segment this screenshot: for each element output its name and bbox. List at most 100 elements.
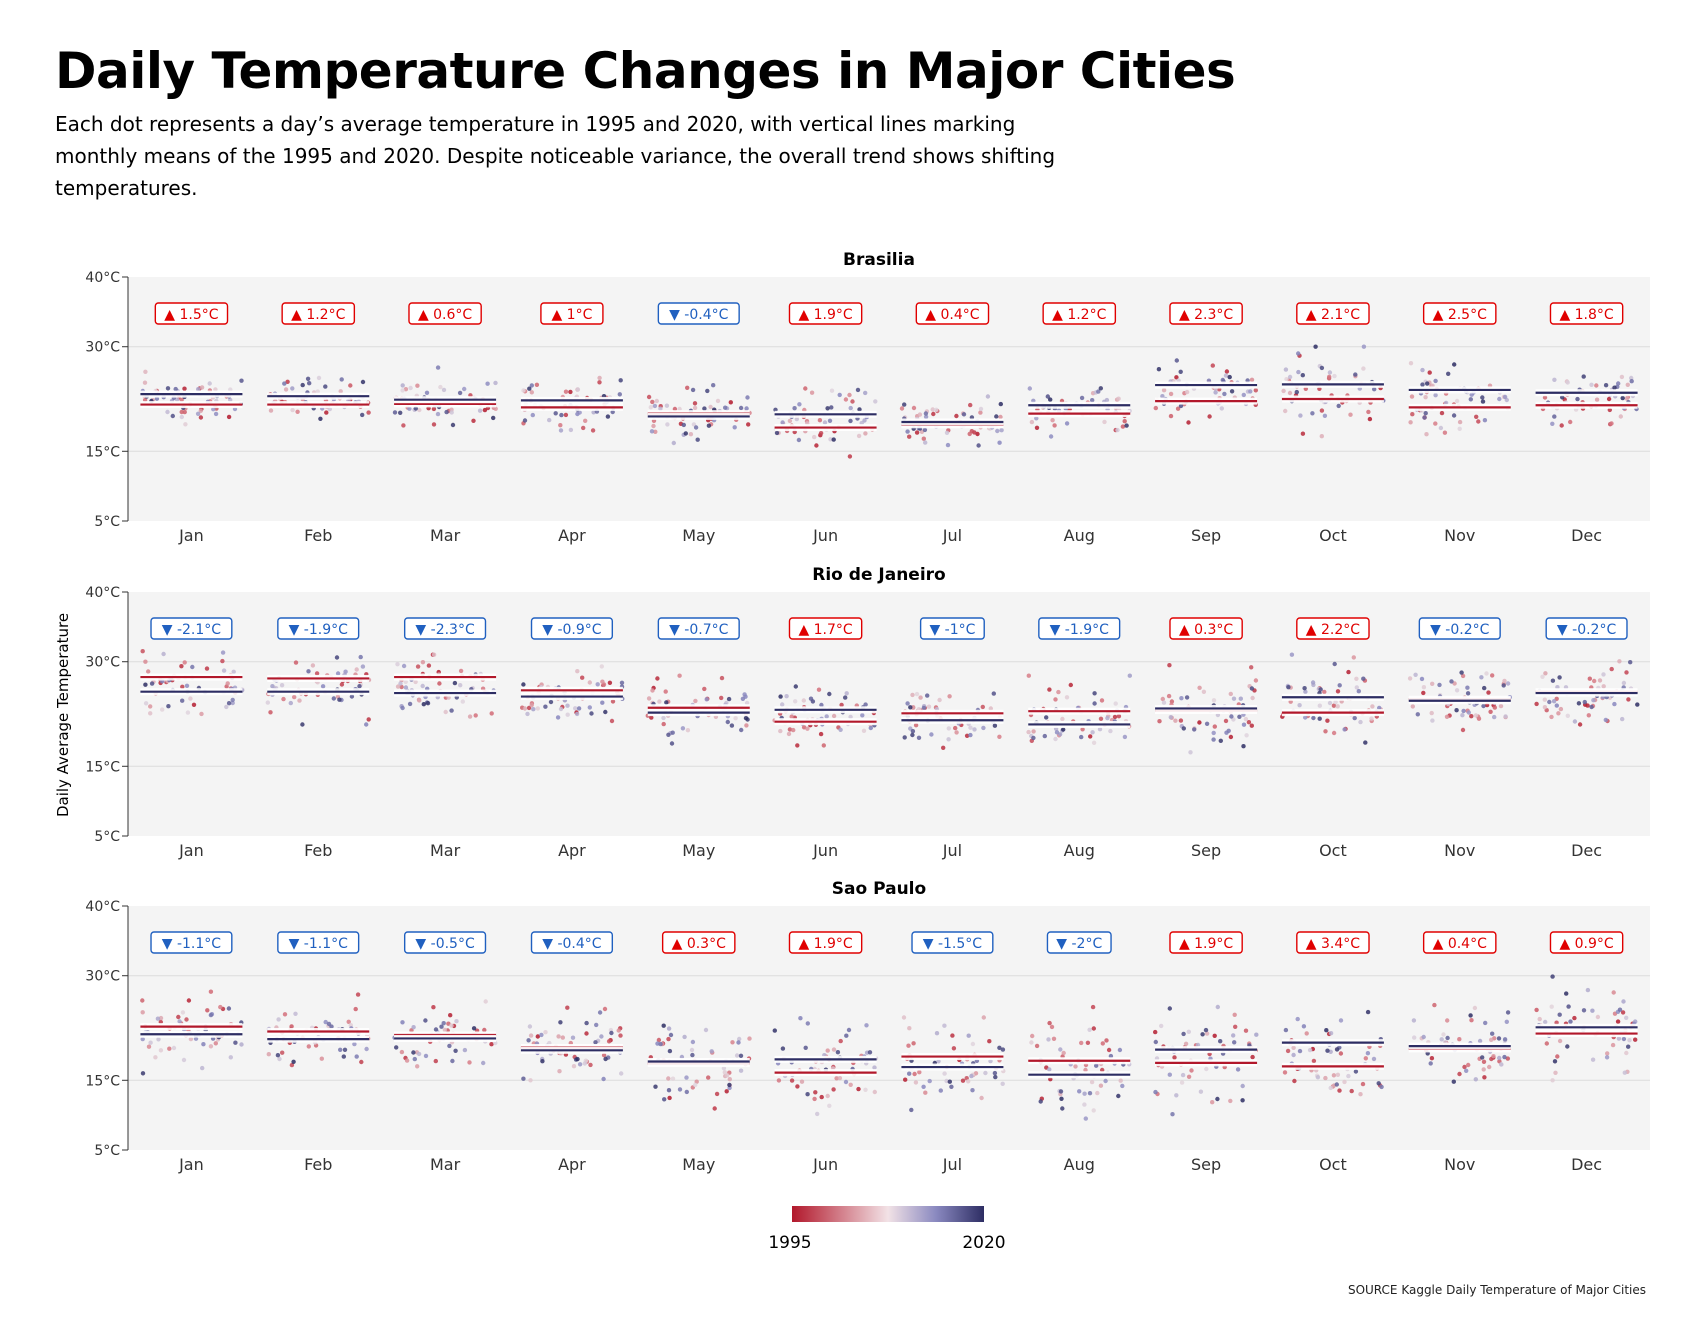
data-point: [403, 679, 408, 684]
x-tick-label: Feb: [304, 1155, 332, 1174]
data-point: [268, 710, 273, 715]
data-point: [1092, 701, 1097, 706]
x-tick-label: Jan: [178, 526, 204, 545]
panels: Brasilia 5°C 15°C 30°C 40°C ▲ 1.5°C Jan ▲ 1.2°C…: [85, 250, 1650, 1174]
data-point: [1582, 699, 1588, 705]
change-label: ▲ 2.5°C: [1433, 307, 1487, 323]
x-tick-label: Oct: [1319, 526, 1347, 545]
data-point: [140, 1036, 145, 1042]
change-label: ▼ -2.3°C: [415, 622, 475, 638]
data-point: [1489, 1037, 1494, 1043]
data-point: [1287, 390, 1293, 396]
data-point: [1079, 395, 1085, 401]
data-point: [431, 652, 437, 657]
month-group-dec: ▲ 1.8°C Dec: [1535, 302, 1639, 545]
data-point: [1445, 1035, 1450, 1041]
data-point: [780, 420, 785, 425]
data-point: [1223, 718, 1229, 724]
data-point: [395, 662, 400, 667]
data-point: [1322, 689, 1327, 695]
data-point: [179, 664, 184, 669]
data-point: [359, 1059, 364, 1065]
data-point: [1572, 1015, 1577, 1021]
data-point: [208, 989, 214, 994]
data-point: [927, 1078, 932, 1084]
data-point: [667, 1095, 672, 1101]
data-point: [1285, 1048, 1291, 1054]
data-point: [917, 412, 923, 417]
data-point: [530, 412, 535, 418]
data-point: [1411, 1018, 1417, 1023]
data-point: [1552, 414, 1557, 419]
data-point: [654, 398, 659, 404]
data-point: [399, 1049, 405, 1055]
data-point: [1307, 1047, 1313, 1053]
data-point: [1292, 1078, 1297, 1084]
data-point: [1058, 1047, 1063, 1052]
data-point: [180, 1010, 186, 1015]
data-point: [970, 1088, 975, 1093]
month-group-sep: ▲ 1.9°C Sep: [1153, 931, 1259, 1174]
data-point: [1118, 1078, 1123, 1083]
data-point: [1000, 1047, 1006, 1052]
data-point: [1173, 718, 1178, 723]
data-point: [872, 1089, 877, 1095]
data-point: [843, 1079, 849, 1085]
data-point: [727, 1082, 732, 1088]
data-point: [177, 1019, 182, 1024]
data-point: [143, 701, 149, 706]
data-point: [708, 404, 713, 410]
data-point: [527, 1024, 533, 1029]
data-point: [690, 1039, 696, 1045]
change-label: ▲ 2.1°C: [1306, 307, 1360, 323]
data-point: [1367, 416, 1373, 422]
data-point: [190, 664, 195, 670]
change-label-box: [281, 302, 356, 325]
data-point: [1572, 719, 1578, 724]
data-point: [914, 691, 920, 697]
data-point: [651, 423, 656, 429]
data-point: [1428, 1061, 1433, 1066]
data-point: [602, 1006, 608, 1012]
change-label-box: [788, 617, 863, 640]
x-tick-label: Jan: [178, 841, 204, 860]
data-point: [998, 414, 1003, 420]
data-point: [981, 725, 986, 731]
data-point: [945, 442, 951, 448]
data-point: [338, 389, 343, 394]
data-point: [594, 1022, 599, 1028]
data-point: [441, 1021, 446, 1026]
data-point: [1554, 1020, 1559, 1025]
data-point: [1597, 678, 1603, 683]
data-point: [395, 684, 401, 689]
data-point: [1204, 721, 1210, 726]
data-point: [792, 406, 797, 411]
x-tick-label: Aug: [1064, 1155, 1095, 1174]
colorbar: [792, 1206, 984, 1222]
data-point: [658, 406, 663, 411]
data-point: [1335, 1072, 1341, 1078]
data-point: [1505, 681, 1511, 686]
data-point: [922, 427, 928, 433]
data-point: [416, 1051, 422, 1057]
data-point: [431, 406, 437, 412]
data-point: [1542, 705, 1548, 710]
data-point: [1460, 727, 1466, 733]
data-point: [1091, 1026, 1097, 1031]
data-point: [415, 383, 420, 388]
y-tick-label: 30°C: [85, 969, 120, 985]
data-point: [1432, 1002, 1437, 1008]
data-point: [1423, 395, 1428, 400]
data-point: [911, 1041, 916, 1046]
data-point: [1026, 673, 1032, 678]
data-point: [1342, 1079, 1347, 1085]
data-point: [670, 1076, 676, 1081]
data-point: [1459, 670, 1464, 675]
data-point: [690, 1052, 695, 1058]
data-point: [343, 669, 348, 674]
data-point: [1120, 1083, 1125, 1089]
data-point: [746, 422, 751, 427]
data-point: [954, 730, 959, 735]
change-label: ▲ 1.7°C: [798, 622, 852, 638]
data-point: [435, 411, 441, 417]
